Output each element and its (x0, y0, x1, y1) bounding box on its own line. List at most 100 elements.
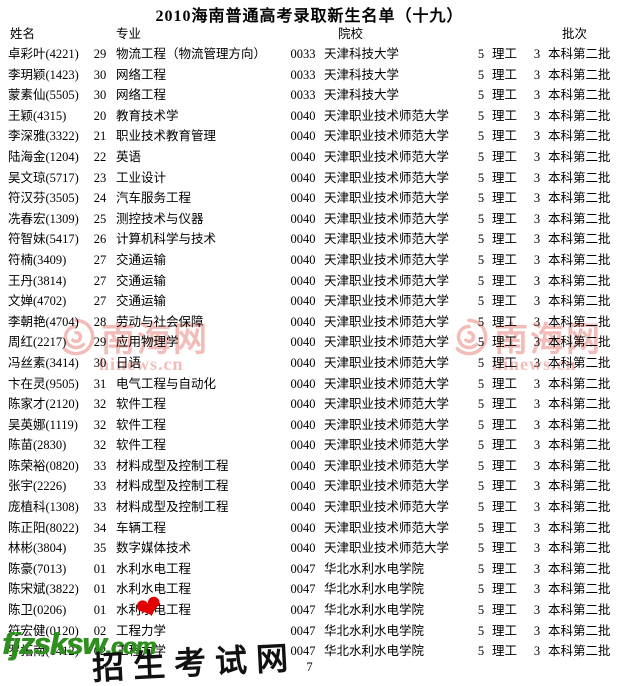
cell-track-type: 理工 (492, 500, 518, 515)
cell-number-3: 3 (533, 252, 541, 267)
cell-student-name: 王颖(4315) (8, 108, 67, 123)
cell-college-code: 0040 (290, 252, 316, 267)
cell-college-code: 0040 (290, 232, 316, 247)
cell-number-5: 5 (477, 582, 485, 597)
cell-college: 华北水利水电学院 (324, 644, 425, 659)
cell-number-5: 5 (477, 191, 485, 206)
cell-batch: 本科第二批 (548, 170, 611, 185)
table-row: 符汉芬(3505) 24 汽车服务工程 0040 天津职业技术师范大学 5 理工… (0, 188, 619, 209)
table-row: 符宏健(0120) 02 工程力学 0047 华北水利水电学院 5 理工 3 本… (0, 621, 619, 642)
cell-number-3: 3 (533, 191, 541, 206)
cell-college-code: 0040 (290, 355, 316, 370)
cell-number-3: 3 (533, 561, 541, 576)
cell-batch: 本科第二批 (548, 273, 611, 288)
cell-number-3: 3 (533, 314, 541, 329)
cell-student-name: 符汉芬(3505) (8, 191, 79, 206)
cell-number-5: 5 (477, 88, 485, 103)
cell-college: 天津职业技术师范大学 (324, 314, 450, 329)
cell-number-3: 3 (533, 47, 541, 61)
cell-college-code: 0040 (290, 458, 316, 473)
cell-student-name: 罗拓南(1412) (8, 644, 79, 659)
cell-major: 劳动与社会保障 (116, 314, 204, 329)
cell-college: 华北水利水电学院 (324, 623, 425, 638)
cell-student-name: 冼春宏(1309) (8, 211, 79, 226)
cell-track-type: 理工 (492, 561, 518, 576)
cell-college-code: 0047 (290, 644, 316, 659)
cell-college-code: 0040 (290, 273, 316, 288)
cell-batch: 本科第二批 (548, 417, 611, 432)
cell-major: 交通运输 (116, 252, 167, 267)
cell-college-code: 0040 (290, 191, 316, 206)
cell-college-code: 0040 (290, 335, 316, 350)
cell-college: 天津职业技术师范大学 (324, 417, 450, 432)
cell-number-3: 3 (533, 458, 541, 473)
cell-track-type: 理工 (492, 603, 518, 618)
cell-number-3: 3 (533, 232, 541, 247)
cell-major-code: 30 (93, 88, 107, 103)
cell-number-5: 5 (477, 149, 485, 164)
cell-number-3: 3 (533, 438, 541, 453)
cell-major: 工程力学 (116, 623, 167, 638)
cell-batch: 本科第二批 (548, 479, 611, 494)
cell-major-code: 02 (93, 623, 107, 638)
cell-track-type: 理工 (492, 67, 518, 82)
cell-major: 交通运输 (116, 273, 167, 288)
cell-track-type: 理工 (492, 129, 518, 144)
cell-track-type: 理工 (492, 232, 518, 247)
cell-student-name: 李玥颖(1423) (8, 67, 79, 82)
cell-student-name: 陈宋斌(3822) (8, 582, 79, 597)
cell-number-5: 5 (477, 623, 485, 638)
cell-student-name: 李朝艳(4704) (8, 314, 79, 329)
cell-batch: 本科第二批 (548, 211, 611, 226)
cell-major: 材料成型及控制工程 (116, 479, 229, 494)
cell-major: 物流工程（物流管理方向） (116, 47, 267, 61)
cell-number-3: 3 (533, 335, 541, 350)
cell-number-5: 5 (477, 170, 485, 185)
cell-major: 网络工程 (116, 67, 167, 82)
cell-number-5: 5 (477, 47, 485, 61)
cell-college: 天津科技大学 (324, 88, 400, 103)
cell-batch: 本科第二批 (548, 541, 611, 556)
cell-college-code: 0040 (290, 541, 316, 556)
cell-major-code: 33 (93, 458, 107, 473)
cell-batch: 本科第二批 (548, 500, 611, 515)
cell-college-code: 0040 (290, 129, 316, 144)
column-header-major: 专业 (116, 27, 142, 41)
table-row: 卓彩叶(4221) 29 物流工程（物流管理方向） 0033 天津科技大学 5 … (0, 44, 619, 65)
cell-major: 日语 (116, 355, 142, 370)
hinews-watermark-url: hinews.cn (492, 354, 577, 374)
cell-college: 天津职业技术师范大学 (324, 149, 450, 164)
cell-number-5: 5 (477, 520, 485, 535)
cell-college-code: 0040 (290, 149, 316, 164)
cell-major: 车辆工程 (116, 520, 167, 535)
table-row: 王颖(4315) 20 教育技术学 0040 天津职业技术师范大学 5 理工 3… (0, 106, 619, 127)
table-row: 林彬(3804) 35 数字媒体技术 0040 天津职业技术师范大学 5 理工 … (0, 538, 619, 559)
cell-major: 汽车服务工程 (116, 191, 192, 206)
table-row: 王丹(3814) 27 交通运输 0040 天津职业技术师范大学 5 理工 3 … (0, 271, 619, 292)
cell-major: 职业技术教育管理 (116, 129, 217, 144)
cell-number-5: 5 (477, 273, 485, 288)
table-row: 周红(2217) 29 应用物理学 0040 天津职业技术师范大学 5 理工 3… (0, 332, 619, 353)
cell-student-name: 李深雅(3322) (8, 129, 79, 144)
cell-batch: 本科第二批 (548, 88, 611, 103)
cell-college: 天津职业技术师范大学 (324, 397, 450, 412)
cell-major: 交通运输 (116, 294, 167, 309)
cell-batch: 本科第二批 (548, 623, 611, 638)
cell-college: 天津职业技术师范大学 (324, 479, 450, 494)
table-row: 张宇(2226) 33 材料成型及控制工程 0040 天津职业技术师范大学 5 … (0, 476, 619, 497)
cell-major-code: 30 (93, 67, 107, 82)
table-row: 陈卫(0206) 01 水利水电工程 0047 华北水利水电学院 5 理工 3 … (0, 600, 619, 621)
table-row: 文婵(4702) 27 交通运输 0040 天津职业技术师范大学 5 理工 3 … (0, 291, 619, 312)
cell-college: 天津职业技术师范大学 (324, 458, 450, 473)
cell-student-name: 冯丝素(3414) (8, 355, 79, 370)
cell-college-code: 0047 (290, 582, 316, 597)
cell-track-type: 理工 (492, 397, 518, 412)
cell-number-3: 3 (533, 603, 541, 618)
column-header-name: 姓名 (10, 27, 36, 41)
cell-track-type: 理工 (492, 252, 518, 267)
cell-track-type: 理工 (492, 314, 518, 329)
cell-college: 天津职业技术师范大学 (324, 108, 450, 123)
cell-batch: 本科第二批 (548, 520, 611, 535)
cell-college: 天津职业技术师范大学 (324, 294, 450, 309)
hinews-watermark-left: 南海网 hinews.cn (55, 298, 225, 378)
